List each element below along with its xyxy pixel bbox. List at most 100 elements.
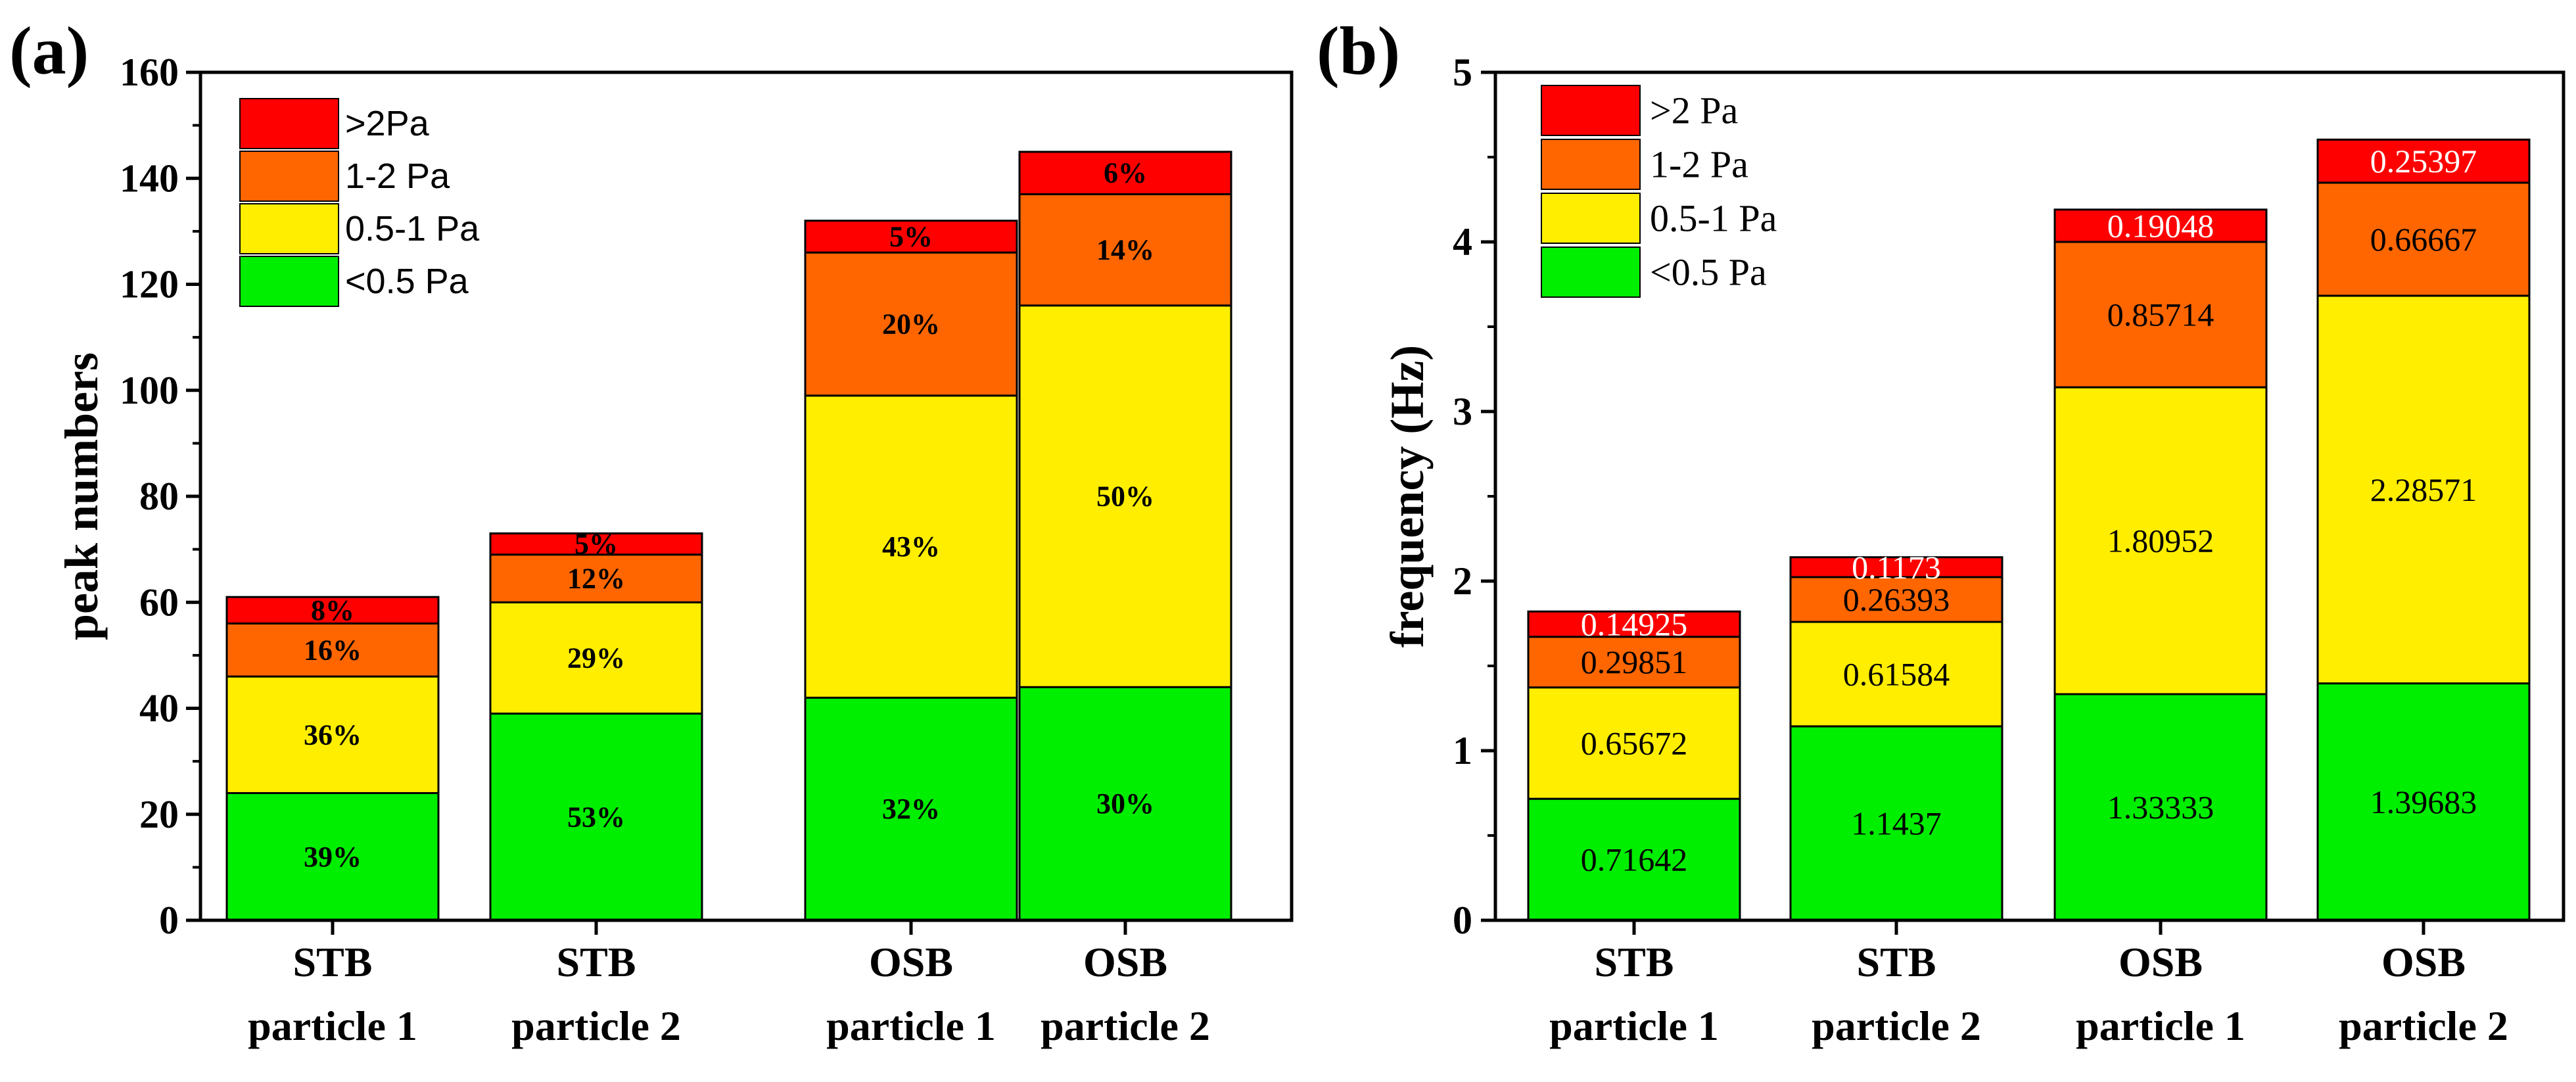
bar-segment (1527, 636, 1741, 689)
bar-segment (1527, 610, 1741, 638)
data-label: 0.61584 (1843, 655, 1950, 692)
bar-segment (1789, 621, 2003, 728)
legend-entry: <0.5 Pa (1650, 251, 1767, 294)
bar-segment (225, 792, 440, 922)
data-label: 1.39683 (2370, 784, 2477, 820)
data-label: 0.25397 (2370, 143, 2477, 179)
bar-segment (489, 601, 703, 715)
legend-entry: <0.5 Pa (345, 262, 469, 301)
legend: >2Pa 1-2 Pa 0.5-1 Pa <0.5 Pa (239, 98, 480, 307)
data-label: 50% (1096, 481, 1154, 513)
data-label: 14% (1096, 234, 1154, 266)
data-label: 20% (882, 308, 940, 340)
data-label: 43% (882, 530, 940, 563)
x-tick-label: OSB (2381, 939, 2466, 985)
x-tick-label: STB (1857, 939, 1936, 985)
data-label: 6% (1104, 157, 1147, 189)
x-tick-label: particle 1 (248, 1002, 417, 1049)
y-tick-label: 0 (1453, 899, 1472, 942)
x-tick-label: particle 2 (1812, 1002, 1981, 1049)
y-tick-label: 0 (159, 899, 179, 942)
data-label: 36% (304, 718, 362, 751)
legend-swatch (1541, 139, 1641, 190)
bar-segment (2316, 181, 2531, 297)
data-label: 5% (574, 528, 618, 560)
x-tick-label: OSB (1083, 939, 1167, 985)
data-label: 0.29851 (1581, 644, 1688, 680)
y-axis-label: peak numbers (55, 352, 108, 640)
data-label: 0.66667 (2370, 221, 2477, 258)
data-label: 1.1437 (1851, 805, 1942, 841)
bar-segment (1789, 576, 2003, 623)
chart-panel-b: (b)frequency (Hz)0.716420.656720.298510.… (1317, 13, 2565, 1049)
data-label: 0.14925 (1581, 605, 1688, 642)
legend-entry: >2Pa (345, 104, 430, 143)
bar-segment (489, 553, 703, 603)
bar-segment (1018, 151, 1232, 195)
bar-segment (804, 251, 1018, 397)
y-tick-label: 4 (1453, 220, 1472, 264)
bar-segment (2053, 693, 2268, 922)
data-label: 0.65672 (1581, 724, 1688, 761)
data-label: 0.1173 (1852, 549, 1941, 586)
x-tick-label: particle 2 (511, 1002, 681, 1049)
data-label: 0.26393 (1843, 581, 1950, 618)
data-label: 0.71642 (1581, 841, 1688, 878)
data-label: 16% (304, 634, 362, 666)
bar-segment (1789, 556, 2003, 578)
legend: >2 Pa 1-2 Pa 0.5-1 Pa <0.5 Pa (1541, 85, 1777, 298)
y-axis-label: frequency (Hz) (1381, 345, 1434, 648)
panel-label: (b) (1317, 13, 1400, 89)
x-tick-label: particle 2 (1041, 1002, 1210, 1049)
legend-entry: >2 Pa (1650, 89, 1738, 132)
y-tick-label: 2 (1453, 559, 1472, 603)
bar-segment (225, 675, 440, 794)
x-tick-label: STB (557, 939, 636, 985)
legend-swatch (239, 98, 339, 149)
bar-segment (489, 713, 703, 922)
y-tick-label: 140 (120, 156, 179, 200)
y-tick-label: 1 (1453, 729, 1472, 772)
bar-segment (489, 532, 703, 556)
data-label: 0.85714 (2107, 296, 2214, 333)
y-tick-label: 5 (1453, 51, 1472, 94)
bar-segment (804, 220, 1018, 254)
legend-entry: 0.5-1 Pa (1650, 197, 1777, 240)
y-tick-label: 20 (139, 793, 179, 836)
legend-swatch (239, 256, 339, 307)
chart-panel-a: (a) peak numbers 39% 36% 16% 8% STB particle 1 5… (9, 13, 1294, 1049)
legend-swatch (239, 151, 339, 202)
bar-segment (1527, 686, 1741, 800)
data-label: 1.80952 (2107, 523, 2214, 559)
y-tick-label: 80 (139, 475, 179, 518)
bar-segment (2053, 386, 2268, 695)
bar-segment (225, 596, 440, 624)
data-label: 39% (304, 841, 362, 873)
legend-entry: 1-2 Pa (1650, 143, 1748, 186)
x-tick-label: STB (1595, 939, 1674, 985)
x-tick-label: particle 1 (1549, 1002, 1719, 1049)
legend-entry: 1-2 Pa (345, 156, 450, 196)
x-tick-label: STB (293, 939, 373, 985)
legend-swatch (1541, 193, 1641, 244)
y-tick-label: 160 (120, 51, 179, 94)
y-tick-label: 120 (120, 263, 179, 306)
bar-segment (1789, 725, 2003, 922)
bar-segment (804, 394, 1018, 699)
data-label: 5% (889, 220, 933, 252)
x-tick-label: particle 2 (2339, 1002, 2508, 1049)
bar-segment (2053, 208, 2268, 243)
x-tick-label: particle 1 (826, 1002, 996, 1049)
x-tick-label: particle 1 (2076, 1002, 2245, 1049)
data-label: 32% (882, 793, 940, 825)
bar-segment (1018, 193, 1232, 307)
x-tick-label: OSB (869, 939, 953, 985)
data-label: 0.19048 (2107, 207, 2214, 244)
data-label: 8% (311, 594, 354, 626)
bar-segment (1018, 686, 1232, 922)
data-label: 12% (567, 562, 625, 594)
legend-swatch (1541, 247, 1641, 298)
bar-segment (1527, 797, 1741, 922)
data-label: 30% (1096, 788, 1154, 820)
